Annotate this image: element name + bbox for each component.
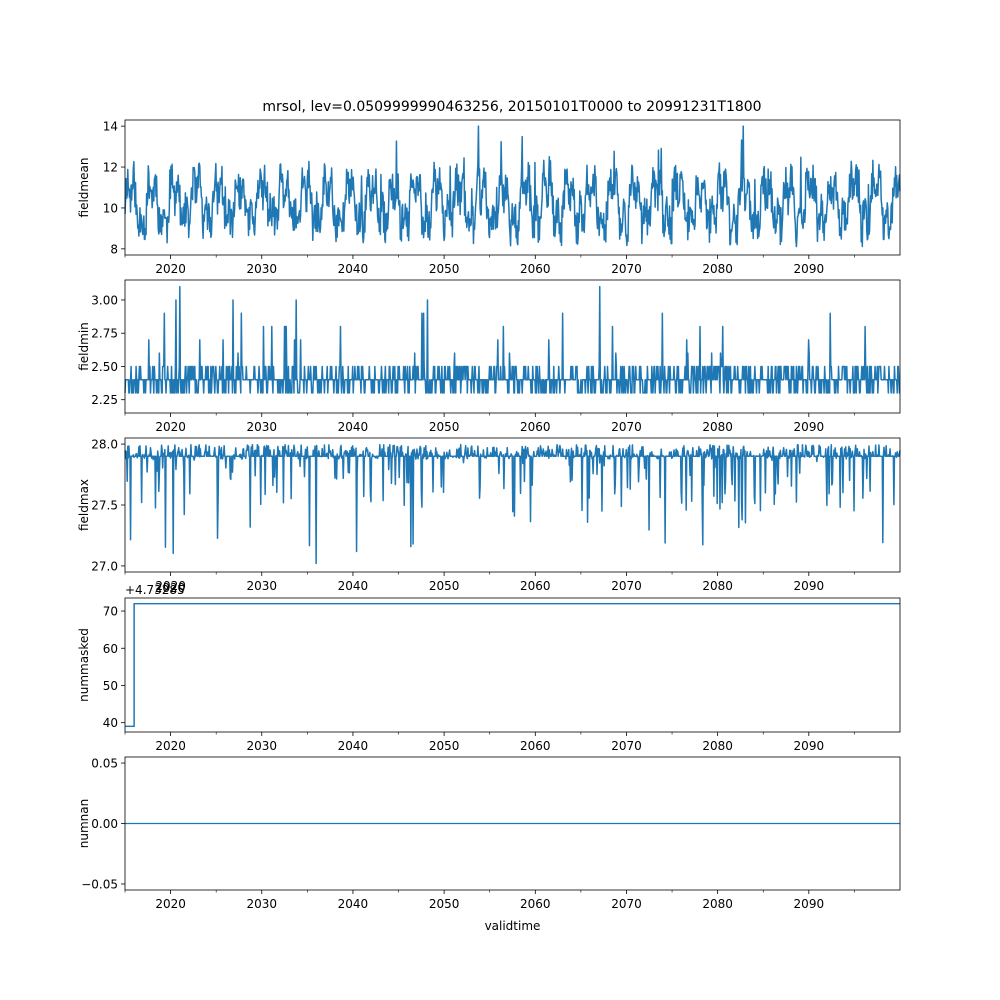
x-tick-label: 2040 — [338, 420, 369, 434]
panel-fieldmin: 2020 2030 2040 2050 2060 2070 2080 2090 2.25 2.50… — [77, 279, 901, 434]
x-tick-label: 2090 — [794, 579, 825, 593]
y-axis-label: fieldmax — [77, 479, 91, 531]
x-tick-label: 2080 — [702, 897, 733, 911]
series-line-fieldmin — [125, 287, 900, 393]
x-tick-label: 2080 — [702, 420, 733, 434]
x-tick-label: 2080 — [702, 262, 733, 276]
x-tick-label: 2090 — [794, 897, 825, 911]
x-tick-label: 2080 — [702, 579, 733, 593]
y-tick-label: 8 — [110, 242, 118, 256]
x-tick-label: 2070 — [611, 420, 642, 434]
x-axis-label: validtime — [485, 919, 541, 933]
axes-frame — [124, 279, 901, 414]
x-tick-label: 2030 — [246, 262, 277, 276]
y-axis-label: nummasked — [77, 628, 91, 702]
x-tick-label: 2020 — [155, 420, 186, 434]
y-axis-label: numnan — [77, 799, 91, 848]
y-tick-label: 14 — [103, 120, 118, 134]
y-tick-label: 27.5 — [91, 499, 118, 513]
y-tick-label: 27.0 — [91, 559, 118, 573]
series-line-fieldmean — [125, 126, 900, 246]
x-tick-label: 2080 — [702, 739, 733, 753]
x-tick-label: 2050 — [429, 579, 460, 593]
y-tick-label: 2.25 — [91, 393, 118, 407]
x-tick-label: 2060 — [520, 739, 551, 753]
y-tick-label: 60 — [103, 642, 118, 656]
x-tick-label: 2020 — [155, 897, 186, 911]
x-tick-label: 2030 — [246, 739, 277, 753]
y-tick-label: 3.00 — [91, 293, 118, 307]
axes-frame — [124, 597, 901, 733]
x-tick-label: 2030 — [246, 420, 277, 434]
panel-nummasked: 2020 2030 2040 2050 2060 2070 2080 2090 40 50 60 70… — [77, 581, 901, 753]
x-tick-label: 2040 — [338, 739, 369, 753]
y-tick-label: −0.05 — [81, 877, 118, 891]
axes-frame — [124, 119, 901, 256]
x-tick-label: 2060 — [520, 897, 551, 911]
x-tick-label: 2020 — [155, 739, 186, 753]
x-tick-label: 2050 — [429, 739, 460, 753]
y-axis-label: fieldmin — [77, 322, 91, 371]
x-tick-label: 2060 — [520, 262, 551, 276]
y-tick-label: 0.05 — [91, 757, 118, 771]
panel-numnan: 2020 2030 2040 2050 2060 2070 2080 2090 −0.05 0.0… — [77, 757, 901, 933]
x-tick-label: 2040 — [338, 897, 369, 911]
x-tick-label: 2040 — [338, 262, 369, 276]
x-tick-label: 2050 — [429, 262, 460, 276]
x-tick-label: 2050 — [429, 897, 460, 911]
y-tick-label: 70 — [103, 605, 118, 619]
y-tick-label: 0.00 — [91, 817, 118, 831]
x-tick-label: 2020 — [155, 262, 186, 276]
x-tick-label: 2090 — [794, 262, 825, 276]
y-offset-text: +4.73285 — [125, 583, 185, 597]
y-tick-label: 28.0 — [91, 438, 118, 452]
figure-title: mrsol, lev=0.0509999990463256, 20150101T… — [262, 99, 761, 115]
x-top-tick-label: 2020 — [155, 581, 186, 595]
x-tick-label: 2020 — [155, 579, 186, 593]
x-tick-label: 2030 — [246, 897, 277, 911]
x-tick-label: 2070 — [611, 897, 642, 911]
y-tick-label: 40 — [103, 716, 118, 730]
x-tick-label: 2060 — [520, 420, 551, 434]
x-tick-label: 2090 — [794, 739, 825, 753]
x-tick-label: 2050 — [429, 420, 460, 434]
panel-fieldmax: 2020 2030 2040 2050 2060 2070 2080 2090 27.0 27.5… — [77, 438, 900, 593]
x-tick-label: 2070 — [611, 579, 642, 593]
panel-fieldmean: 2020 2030 2040 2050 2060 2070 2080 2090 8 10 12 14 f… — [77, 119, 901, 276]
x-tick-label: 2040 — [338, 579, 369, 593]
y-tick-label: 50 — [103, 679, 118, 693]
x-tick-label: 2070 — [611, 739, 642, 753]
x-tick-label: 2090 — [794, 420, 825, 434]
y-tick-label: 2.50 — [91, 360, 118, 374]
y-tick-label: 10 — [103, 201, 118, 215]
y-tick-label: 2.75 — [91, 327, 118, 341]
x-tick-label: 2060 — [520, 579, 551, 593]
y-tick-label: 12 — [103, 161, 118, 175]
series-line-nummasked — [125, 604, 900, 727]
x-tick-label: 2030 — [246, 579, 277, 593]
x-tick-label: 2070 — [611, 262, 642, 276]
series-line-fieldmax — [125, 445, 900, 564]
y-axis-label: fieldmean — [77, 158, 91, 218]
